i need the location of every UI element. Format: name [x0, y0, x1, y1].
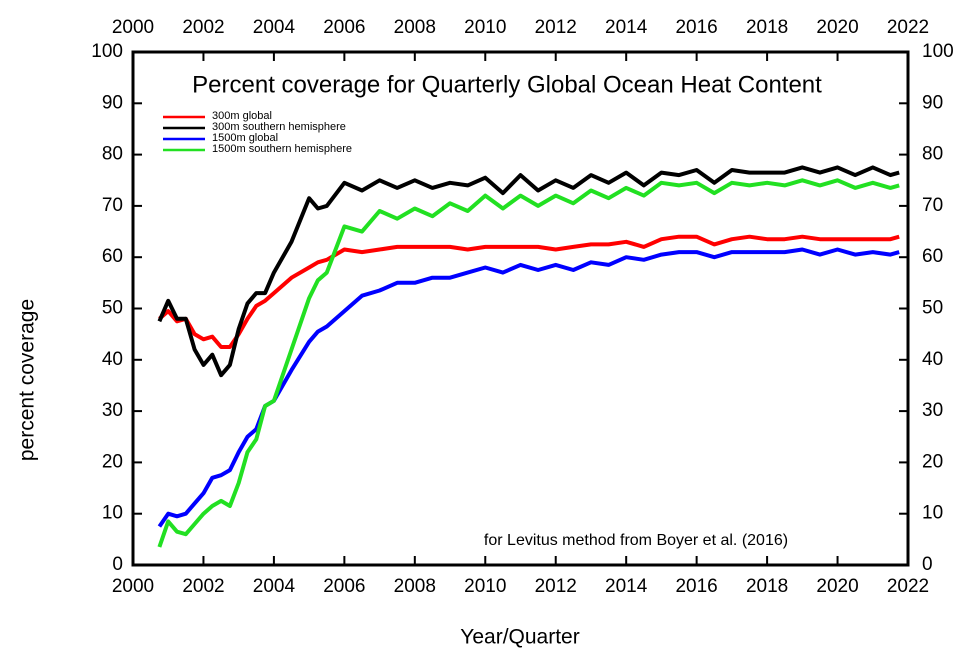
y-tick-label-right: 30 — [922, 400, 943, 421]
series-line — [157, 178, 900, 548]
y-tick-label-right: 10 — [922, 503, 943, 524]
y-tick-label: 0 — [112, 554, 123, 575]
x-tick-label-top: 2004 — [253, 17, 296, 38]
y-tick-label: 10 — [102, 503, 123, 524]
x-tick-label-top: 2000 — [112, 17, 154, 38]
annotation: for Levitus method from Boyer et al. (20… — [484, 532, 788, 549]
chart-title: Percent coverage for Quarterly Global Oc… — [192, 71, 822, 98]
legend-label: 1500m global — [212, 132, 278, 144]
y-tick-label-right: 20 — [922, 451, 943, 472]
y-tick-label-right: 40 — [922, 349, 943, 370]
x-tick-label-top: 2008 — [394, 17, 436, 38]
x-tick-label-top: 2022 — [887, 17, 929, 38]
plot-frame — [131, 50, 910, 567]
x-tick-label: 2022 — [887, 576, 929, 597]
y-tick-label: 60 — [102, 246, 123, 267]
x-tick-label: 2012 — [535, 576, 577, 597]
y-tick-label-right: 100 — [922, 41, 954, 62]
x-tick-label: 2020 — [816, 576, 858, 597]
x-tick-label-top: 2018 — [746, 17, 788, 38]
x-tick-label: 2014 — [605, 576, 648, 597]
legend-label: 300m southern hemisphere — [212, 121, 346, 133]
x-tick-label: 2016 — [675, 576, 717, 597]
series-line — [157, 247, 900, 528]
y-tick-label-right: 0 — [922, 554, 933, 575]
x-tick-label-top: 2010 — [464, 17, 506, 38]
x-tick-label: 2004 — [253, 576, 296, 597]
y-tick-label: 40 — [102, 349, 123, 370]
y-tick-label: 70 — [102, 195, 123, 216]
y-axis-label: percent coverage — [16, 299, 39, 461]
legend-label: 300m global — [212, 110, 272, 122]
series-line — [158, 234, 900, 349]
y-tick-label: 90 — [102, 92, 123, 113]
series-line — [157, 165, 900, 378]
x-tick-label: 2018 — [746, 576, 788, 597]
x-tick-label-top: 2016 — [675, 17, 717, 38]
x-tick-label-top: 2012 — [535, 17, 577, 38]
y-tick-label-right: 90 — [922, 92, 943, 113]
y-tick-label: 50 — [102, 298, 123, 319]
y-tick-label: 80 — [102, 144, 123, 165]
x-tick-label-top: 2014 — [605, 17, 648, 38]
x-axis-label: Year/Quarter — [460, 626, 579, 649]
y-tick-label: 30 — [102, 400, 123, 421]
x-tick-label: 2010 — [464, 576, 506, 597]
x-tick-label-top: 2002 — [182, 17, 224, 38]
x-tick-label: 2000 — [112, 576, 154, 597]
y-tick-label-right: 70 — [922, 195, 943, 216]
y-tick-label: 100 — [91, 41, 123, 62]
x-tick-label-top: 2020 — [816, 17, 858, 38]
y-tick-label-right: 80 — [922, 144, 943, 165]
y-tick-label-right: 50 — [922, 298, 943, 319]
legend-label: 1500m southern hemisphere — [212, 143, 352, 155]
x-tick-label-top: 2006 — [323, 17, 365, 38]
y-tick-label: 20 — [102, 451, 123, 472]
x-tick-label: 2008 — [394, 576, 436, 597]
x-tick-label: 2006 — [323, 576, 365, 597]
x-tick-label: 2002 — [182, 576, 224, 597]
y-tick-label-right: 60 — [922, 246, 943, 267]
